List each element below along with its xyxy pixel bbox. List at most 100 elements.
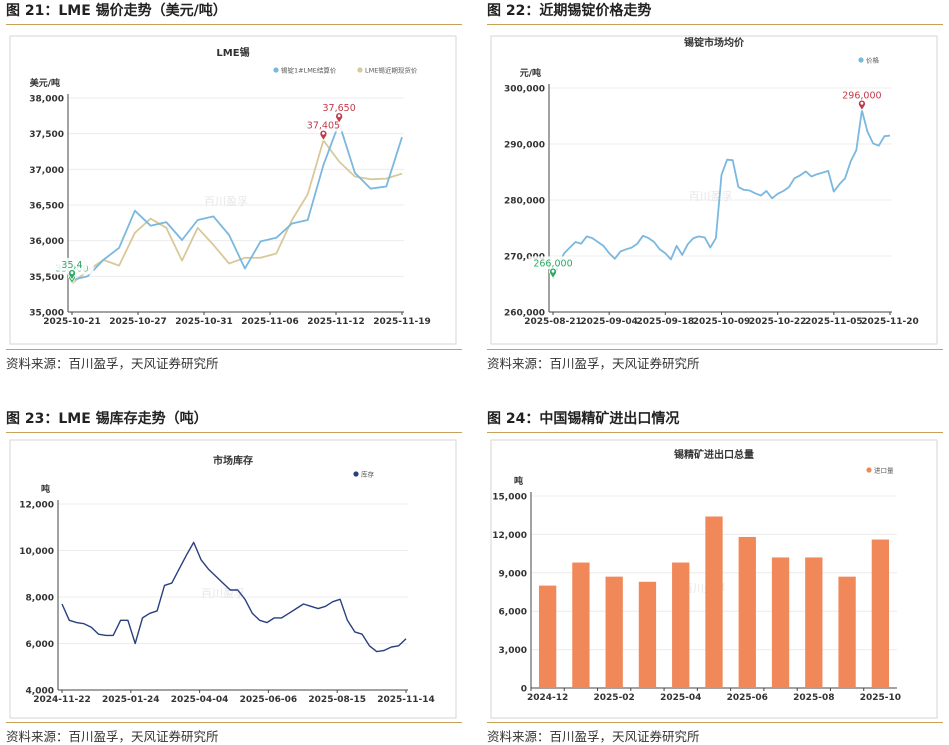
source-note: 资料来源：百川盈孚，天风证券研究所 (6, 722, 462, 745)
y-tick-label: 270,000 (504, 253, 545, 263)
x-tick-label: 2025-10-27 (109, 317, 167, 327)
bar (572, 562, 590, 688)
series-line (61, 541, 407, 653)
legend-marker (858, 57, 864, 63)
x-tick-label: 2025-09-18 (637, 317, 695, 327)
bar (738, 536, 756, 688)
legend-label: 价格 (866, 56, 880, 65)
legend-marker (273, 67, 279, 73)
y-tick-label: 280,000 (504, 197, 545, 207)
y-tick-label: 35,000 (29, 309, 64, 319)
data-label-pin (319, 129, 328, 142)
series-line (71, 139, 403, 285)
y-tick-label: 12,000 (19, 501, 54, 511)
x-tick-label: 2025-11-19 (373, 317, 431, 327)
legend-marker (866, 467, 872, 473)
bar (638, 581, 657, 688)
y-tick-label: 9,000 (499, 569, 527, 579)
panel-tin-concentrate-trade: 图 24：中国锡精矿进出口情况 锡精矿进出口总量吨百川盈孚 0 3,000 6,000… (487, 408, 943, 745)
data-label-pin (857, 99, 866, 112)
y-tick-label: 37,000 (29, 166, 64, 176)
data-label: 266,000 (533, 258, 572, 269)
bar (605, 576, 623, 688)
panel-caption: 图 21：LME 锡价走势（美元/吨） (6, 0, 462, 25)
chart-title: 市场库存 (213, 454, 253, 467)
data-label-pin (335, 112, 344, 124)
legend-label: 进口量 (874, 467, 894, 475)
data-label-pin-dot (860, 101, 864, 105)
x-tick-label: 2025-02 (594, 693, 635, 703)
bar (838, 576, 856, 688)
x-tick-label: 2025-11-06 (241, 317, 299, 327)
y-axis-unit: 吨 (41, 483, 50, 495)
panel-caption: 图 22：近期锡锭价格走势 (487, 0, 943, 25)
y-tick-label: 36,500 (29, 202, 64, 212)
y-axis-unit: 美元/吨 (30, 77, 60, 89)
x-tick-label: 2025-10-09 (693, 317, 751, 327)
data-label-bg (837, 88, 887, 102)
bar (771, 557, 790, 688)
x-tick-label: 2025-01-24 (102, 695, 160, 705)
watermark: 百川盈孚 (689, 190, 733, 203)
legend-label: 锡锭1#LME结算价 (281, 66, 337, 75)
x-tick-label: 2025-10 (860, 693, 901, 703)
chart-title: LME锡 (216, 46, 249, 59)
y-tick-label: 35,500 (29, 273, 64, 283)
y-tick-label: 290,000 (504, 141, 545, 151)
legend-marker (357, 67, 363, 73)
x-tick-label: 2025-11-12 (307, 317, 365, 327)
y-tick-label: 37,500 (29, 130, 64, 140)
x-tick-label: 2025-11-05 (805, 317, 863, 327)
y-tick-label: 4,000 (26, 687, 54, 697)
y-tick-label: 15,000 (492, 493, 527, 503)
bar (538, 585, 557, 688)
bar (705, 516, 723, 688)
data-label-pin-dot (322, 131, 325, 135)
data-label-pin-dot (70, 271, 74, 275)
y-tick-label: 8,000 (26, 594, 54, 604)
y-tick-label: 260,000 (504, 309, 545, 319)
source-note: 资料来源：百川盈孚，天风证券研究所 (6, 349, 462, 372)
bar (871, 539, 890, 688)
data-label-bg (528, 256, 578, 270)
chart-title: 锡锭市场均价 (684, 36, 745, 49)
bar (805, 557, 823, 688)
y-tick-label: 300,000 (504, 85, 545, 95)
source-note: 资料来源：百川盈孚，天风证券研究所 (487, 722, 943, 745)
x-tick-label: 2025-08-21 (524, 317, 582, 327)
data-label-bg (301, 118, 346, 132)
chart-frame (9, 439, 457, 719)
x-tick-label: 2024-12 (527, 693, 568, 703)
series-line (71, 122, 403, 281)
data-label-bg (317, 100, 361, 114)
x-tick-label: 2025-06 (727, 693, 768, 703)
watermark: 百川盈孚 (204, 195, 248, 208)
bar (672, 562, 690, 688)
chart-title: 锡精矿进出口总量 (674, 448, 754, 461)
panel-caption: 图 23：LME 锡库存走势（吨） (6, 408, 462, 433)
panel-lme-tin-inventory: 图 23：LME 锡库存走势（吨） 市场库存吨百川盈孚 4,000 6,000 8,0… (6, 408, 462, 745)
y-tick-label: 0 (521, 685, 527, 695)
data-label-pin-dot (337, 114, 341, 118)
chart-frame (9, 35, 457, 345)
panel-caption: 图 24：中国锡精矿进出口情况 (487, 408, 943, 433)
chart-frame (490, 35, 938, 345)
series-line (552, 109, 891, 279)
x-tick-label: 2025-08-15 (308, 695, 366, 705)
y-tick-label: 6,000 (499, 608, 527, 618)
y-tick-label: 12,000 (492, 531, 527, 541)
y-tick-label: 10,000 (19, 547, 54, 557)
y-axis-unit: 元/吨 (520, 67, 541, 79)
x-tick-label: 2025-04 (660, 693, 701, 703)
x-tick-label: 2025-06-06 (240, 695, 298, 705)
data-label-pin-dot (551, 269, 555, 273)
data-label-pin (68, 269, 76, 281)
x-tick-label: 2025-11-14 (377, 695, 435, 705)
data-label-bg (56, 257, 88, 271)
data-label: 37,650 (323, 103, 356, 114)
panel-tin-ingot-price: 图 22：近期锡锭价格走势 锡锭市场均价元/吨百川盈孚 260,000 270,00… (487, 0, 943, 372)
x-tick-label: 2025-09-04 (580, 317, 638, 327)
